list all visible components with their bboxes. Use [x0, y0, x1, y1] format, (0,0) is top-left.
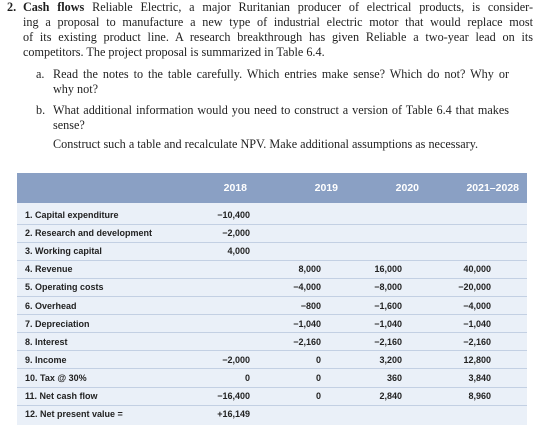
- row-divider: [17, 368, 527, 370]
- row-divider: [17, 350, 527, 352]
- row-value: −2,160: [293, 336, 321, 347]
- row-value: −2,000: [222, 354, 250, 365]
- table-row: 9. Income −2,000 0 3,200 12,800: [17, 351, 527, 369]
- row-value: 0: [244, 372, 250, 383]
- row-value: −10,400: [217, 210, 250, 220]
- row-value: 8,000: [298, 264, 321, 275]
- row-divider: [17, 386, 527, 388]
- row-divider: [17, 241, 527, 243]
- row-value: −2,160: [463, 336, 491, 347]
- intro-line-2: ing a proposal to manufacture a new type…: [23, 15, 533, 29]
- table-header: 2018 2019 2020 2021–2028: [17, 173, 527, 203]
- table-row: 10. Tax @ 30% 0 0 360 3,840: [17, 369, 527, 387]
- table-row: 4. Revenue 8,000 16,000 40,000: [17, 260, 527, 278]
- table-row: 12. Net present value = +16,149: [17, 405, 527, 423]
- row-divider: [17, 404, 527, 406]
- row-value: 3,200: [379, 354, 402, 365]
- header-2020: 2020: [395, 182, 419, 194]
- row-label: 1. Capital expenditure: [25, 210, 119, 220]
- header-2019: 2019: [314, 182, 338, 194]
- part-b-line-2: sense?: [53, 118, 85, 132]
- row-value: −4,000: [463, 300, 491, 311]
- row-value: −1,040: [293, 318, 321, 329]
- row-value: 4,000: [227, 246, 250, 257]
- table-row: 8. Interest −2,160 −2,160 −2,160: [17, 333, 527, 351]
- intro-text-1: Reliable Electric, a major Ruritanian pr…: [92, 0, 534, 14]
- row-value: 3,840: [468, 372, 491, 383]
- row-value: −2,160: [374, 336, 402, 347]
- row-divider: [17, 223, 527, 225]
- row-label: 5. Operating costs: [25, 282, 104, 293]
- row-label: 10. Tax @ 30%: [25, 372, 87, 383]
- row-value: 0: [315, 354, 321, 365]
- row-label: 7. Depreciation: [25, 318, 90, 329]
- header-2021-2028: 2021–2028: [466, 182, 519, 194]
- table-row: 6. Overhead −800 −1,600 −4,000: [17, 297, 527, 315]
- row-value: 12,800: [463, 354, 491, 365]
- row-value: 16,000: [374, 264, 402, 275]
- table-row: 3. Working capital 4,000: [17, 242, 527, 260]
- row-label: 4. Revenue: [25, 264, 73, 275]
- problem-number-text: 2.: [7, 0, 17, 14]
- intro-line-1: Cash flows Reliable Electric, a major Ru…: [23, 0, 533, 15]
- table-row: 11. Net cash flow −16,400 0 2,840 8,960: [17, 387, 527, 405]
- row-value: 2,840: [379, 391, 402, 401]
- row-label: 2. Research and development: [25, 228, 153, 239]
- table-row: 7. Depreciation −1,040 −1,040 −1,040: [17, 315, 527, 333]
- intro-line-3: of its existing product line. A research…: [23, 30, 533, 44]
- row-value: 40,000: [463, 264, 491, 275]
- table-row: 5. Operating costs −4,000 −8,000 −20,000: [17, 278, 527, 296]
- part-b-line-1: What additional information would you ne…: [53, 103, 509, 117]
- row-value: −20,000: [458, 282, 491, 293]
- row-value: −1,040: [374, 318, 402, 329]
- row-label: 12. Net present value =: [25, 409, 123, 420]
- row-label: 11. Net cash flow: [25, 391, 98, 401]
- row-value: 0: [315, 372, 321, 383]
- row-divider: [17, 277, 527, 279]
- part-a-line-2: why not?: [53, 82, 99, 96]
- cash-flow-table: 2018 2019 2020 2021–2028 1. Capital expe…: [17, 173, 527, 425]
- part-b-line-3: Construct such a table and recalculate N…: [53, 137, 479, 151]
- row-label: 9. Income: [25, 354, 67, 365]
- part-a-line-1: Read the notes to the table carefully. W…: [53, 67, 509, 81]
- row-value: 360: [386, 372, 402, 383]
- row-value: 0: [315, 391, 321, 401]
- row-value: −1,040: [463, 318, 491, 329]
- row-label: 3. Working capital: [25, 246, 102, 257]
- row-value: −16,400: [217, 391, 250, 401]
- part-b-marker: b.: [36, 103, 46, 117]
- row-divider: [17, 259, 527, 261]
- problem-title: Cash flows: [23, 0, 85, 14]
- row-divider: [17, 314, 527, 316]
- row-value: +16,149: [217, 409, 250, 420]
- row-value: −2,000: [222, 228, 250, 239]
- row-value: −800: [300, 300, 321, 311]
- row-value: −8,000: [374, 282, 402, 293]
- table-row: 2. Research and development −2,000: [17, 224, 527, 242]
- part-a-marker: a.: [36, 67, 45, 81]
- row-value: −4,000: [293, 282, 321, 293]
- problem-number: 2.: [7, 0, 16, 15]
- row-label: 8. Interest: [25, 336, 68, 347]
- row-divider: [17, 296, 527, 297]
- row-value: 8,960: [468, 391, 491, 401]
- row-label: 6. Overhead: [25, 300, 77, 311]
- row-value: −1,600: [374, 300, 402, 311]
- table-row: 1. Capital expenditure −10,400: [17, 206, 527, 224]
- header-2018: 2018: [223, 182, 247, 194]
- intro-line-4: competitors. The project proposal is sum…: [23, 45, 325, 59]
- row-divider: [17, 332, 527, 334]
